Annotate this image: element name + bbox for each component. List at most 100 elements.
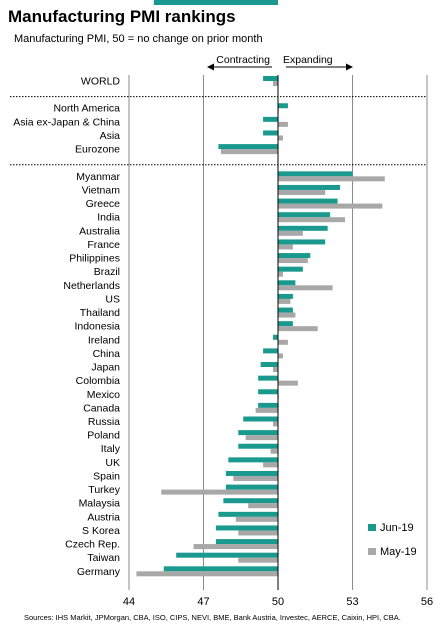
bar-austria-may-19 [235,516,278,522]
category-label-uk: UK [105,457,120,469]
category-label-mexico: Mexico [87,389,120,401]
bar-germany-may-19 [136,571,278,577]
bar-philippines-may-19 [278,258,308,264]
bar-italy-may-19 [270,448,278,454]
bar-india-jun-19 [278,212,331,218]
category-label-austria: Austria [87,511,120,523]
bar-greece-jun-19 [278,198,338,204]
bar-austria-jun-19 [218,511,278,517]
category-label-philippines: Philippines [69,253,120,265]
bar-japan-may-19 [273,367,278,373]
category-label-colombia: Colombia [76,375,121,387]
expanding-arrowhead [346,63,353,71]
legend-label-may-19: May-19 [380,546,417,558]
bar-australia-jun-19 [278,225,328,231]
category-label-greece: Greece [86,198,121,210]
category-label-china: China [93,348,121,360]
legend-swatch-may-19 [368,548,376,555]
category-label-eurozone: Eurozone [75,144,120,156]
bar-netherlands-jun-19 [278,280,296,286]
bar-malaysia-may-19 [248,503,278,509]
contracting-expanding-annotation: Contracting Expanding [207,54,353,71]
bar-russia-may-19 [273,421,278,427]
x-tick-53: 53 [346,596,358,608]
category-label-czech-rep: Czech Rep. [65,539,120,551]
category-label-brazil: Brazil [94,266,120,278]
bar-world-jun-19 [263,76,278,81]
bar-world-may-19 [273,81,278,86]
bar-poland-jun-19 [238,430,278,436]
bar-colombia-jun-19 [258,375,278,381]
bar-undefined-jun-19 [153,0,278,5]
bar-asia-jun-19 [263,130,278,136]
bar-germany-jun-19 [163,566,278,572]
bar-asia-may-19 [278,135,283,141]
category-label-thailand: Thailand [80,307,120,319]
bar-thailand-jun-19 [278,307,293,313]
category-label-turkey: Turkey [88,484,120,496]
bar-indonesia-may-19 [278,326,318,332]
bar-thailand-may-19 [278,312,296,318]
bar-canada-may-19 [255,407,278,413]
category-label-france: France [87,239,120,251]
category-label-vietnam: Vietnam [82,184,121,196]
bar-poland-may-19 [245,435,278,441]
bar-mexico-jun-19 [258,389,278,395]
category-label-australia: Australia [79,225,120,237]
bar-japan-jun-19 [260,362,278,368]
bar-italy-jun-19 [238,443,278,449]
category-label-poland: Poland [87,430,120,442]
category-label-italy: Italy [101,443,121,455]
bar-australia-may-19 [278,230,303,236]
bar-s-korea-may-19 [238,530,278,536]
bar-brazil-jun-19 [278,266,303,272]
bar-france-may-19 [278,244,293,250]
bar-ireland-may-19 [278,339,288,345]
bar-turkey-may-19 [161,489,278,495]
bar-france-jun-19 [278,239,326,245]
category-label-russia: Russia [88,416,120,428]
chart-title: Manufacturing PMI rankings [8,7,236,26]
bar-vietnam-jun-19 [278,184,341,190]
bar-china-may-19 [278,353,283,359]
expanding-label: Expanding [283,54,333,66]
category-label-north-america: North America [53,103,120,115]
category-label-myanmar: Myanmar [76,171,120,183]
bar-uk-may-19 [263,462,278,468]
bar-spain-jun-19 [225,470,278,476]
category-label-germany: Germany [77,566,121,578]
category-label-japan: Japan [91,362,120,374]
legend: Jun-19 May-19 [368,522,417,558]
contracting-label: Contracting [216,54,270,66]
category-label-asia-ex-japan-china: Asia ex-Japan & China [13,116,120,128]
bar-taiwan-may-19 [238,557,278,563]
bar-czech-rep-may-19 [193,544,278,550]
bar-netherlands-may-19 [278,285,333,291]
category-label-spain: Spain [93,470,120,482]
category-label-taiwan: Taiwan [87,552,120,564]
bar-ireland-jun-19 [273,334,278,340]
bar-taiwan-jun-19 [176,552,278,558]
category-label-canada: Canada [83,402,120,414]
bar-us-jun-19 [278,293,293,299]
x-tick-47: 47 [197,596,209,608]
category-label-world: WORLD [81,76,121,88]
bars [136,0,385,577]
x-tick-50: 50 [272,596,284,608]
bar-asia-ex-japan-china-may-19 [278,121,288,127]
bar-us-may-19 [278,298,291,304]
legend-swatch-jun-19 [368,524,376,531]
bar-malaysia-jun-19 [223,498,278,504]
bar-asia-ex-japan-china-jun-19 [263,116,278,122]
category-label-asia: Asia [100,130,121,142]
category-label-netherlands: Netherlands [63,280,120,292]
category-label-us: US [105,293,120,305]
group-dividers [10,96,427,166]
bar-eurozone-jun-19 [218,144,278,150]
x-tick-labels: 44 47 50 53 56 [123,596,433,608]
bar-greece-may-19 [278,203,383,209]
bar-north-america-jun-19 [278,103,288,109]
bar-vietnam-may-19 [278,189,326,195]
